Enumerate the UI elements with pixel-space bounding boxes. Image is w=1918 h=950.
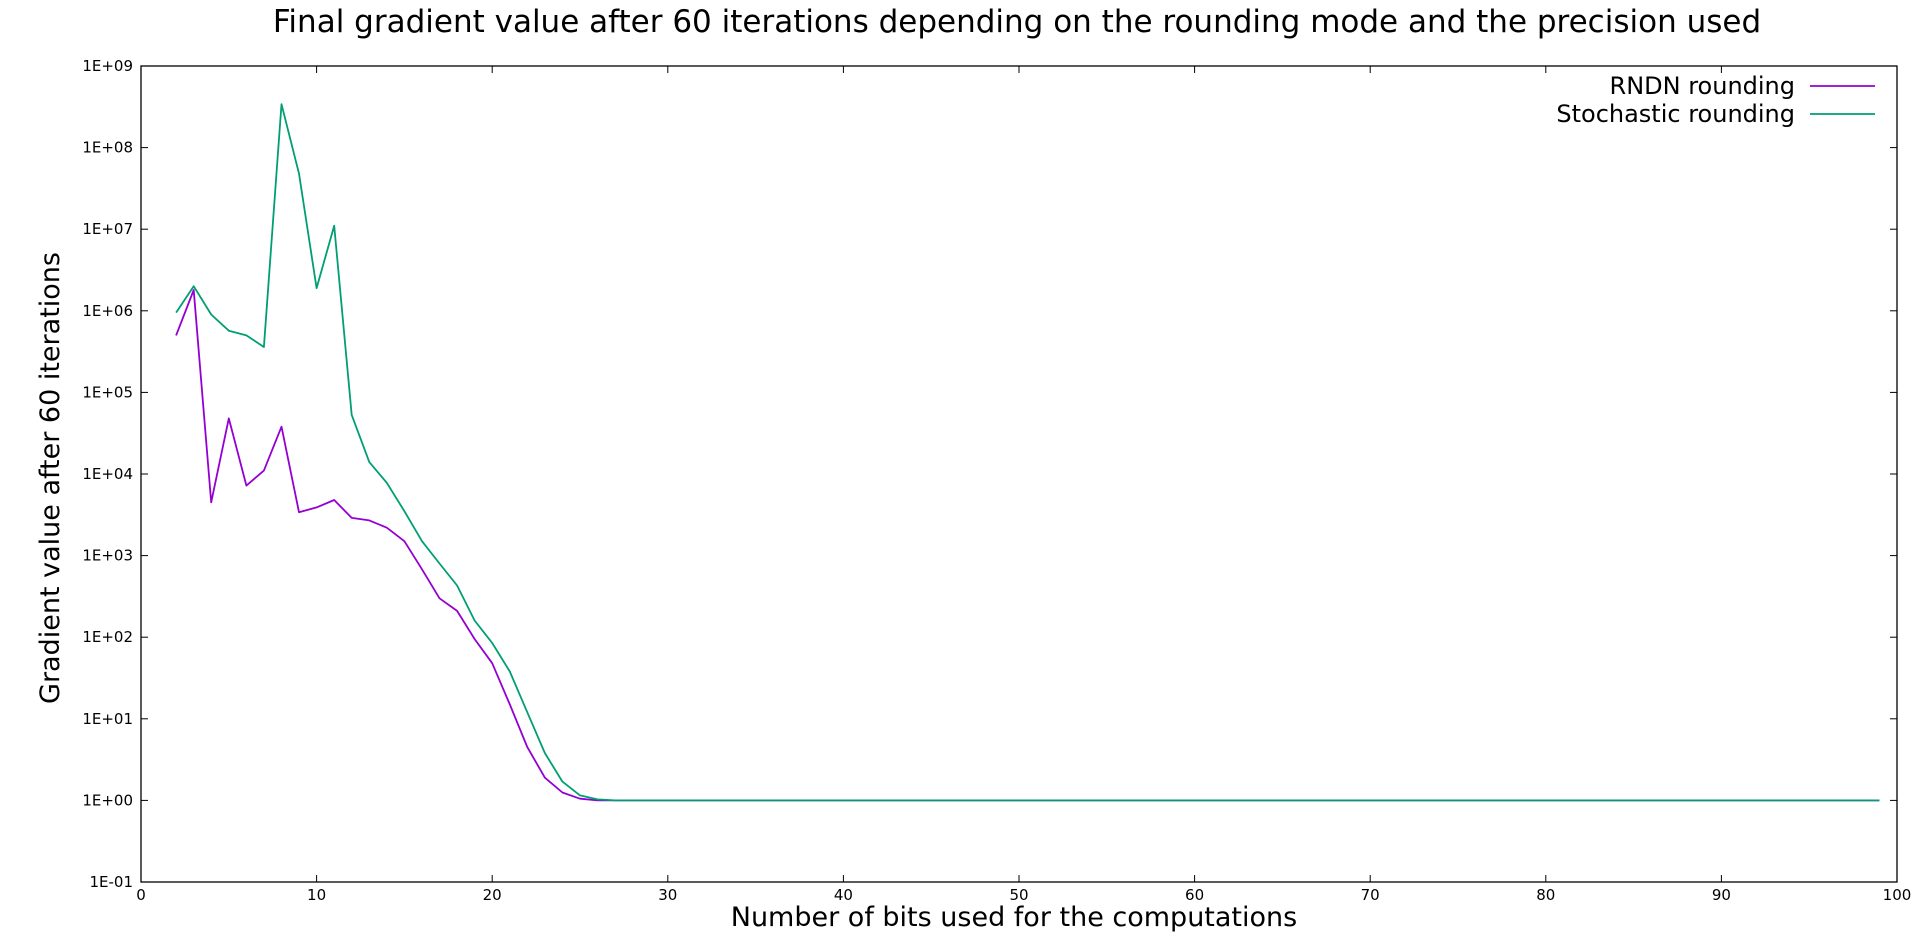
x-tick-label: 90 <box>1712 886 1731 904</box>
x-tick-label: 20 <box>483 886 502 904</box>
y-tick-label: 1E+09 <box>82 57 133 75</box>
x-tick-label: 70 <box>1361 886 1380 904</box>
x-tick-label: 30 <box>658 886 677 904</box>
legend-label: Stochastic rounding <box>1556 100 1795 128</box>
plot-frame <box>140 65 1898 883</box>
y-tick-label: 1E+04 <box>82 465 133 483</box>
y-tick-label: 1E+08 <box>82 139 133 157</box>
x-tick-label: 40 <box>834 886 853 904</box>
y-tick-label: 1E+05 <box>82 383 133 401</box>
axes <box>140 65 1898 883</box>
x-tick-label: 10 <box>307 886 326 904</box>
x-tick-label: 50 <box>1009 886 1028 904</box>
x-tick-label: 60 <box>1185 886 1204 904</box>
x-tick-label: 80 <box>1536 886 1555 904</box>
y-tick-label: 1E+01 <box>82 710 133 728</box>
y-tick-label: 1E+00 <box>82 791 133 809</box>
legend-label: RNDN rounding <box>1610 72 1795 100</box>
tick-marks: 0 10 20 30 40 50 60 70 80 90 100 1E-01 1E+00 1E+01 1E+… <box>82 57 1911 904</box>
x-tick-label: 100 <box>1883 886 1912 904</box>
series-line-stochastic <box>175 103 1880 802</box>
y-tick-label: 1E-01 <box>89 873 133 891</box>
y-tick-label: 1E+03 <box>82 547 133 565</box>
series-lines <box>175 103 1880 802</box>
x-axis-title: Number of bits used for the computations <box>731 902 1297 933</box>
y-axis-title: Gradient value after 60 iterations <box>35 252 66 704</box>
y-tick-label: 1E+06 <box>82 302 133 320</box>
series-line-rndn <box>175 289 1880 802</box>
chart-title: Final gradient value after 60 iterations… <box>273 4 1761 40</box>
y-tick-label: 1E+02 <box>82 628 133 646</box>
x-tick-label: 0 <box>136 886 146 904</box>
y-tick-label: 1E+07 <box>82 220 133 238</box>
